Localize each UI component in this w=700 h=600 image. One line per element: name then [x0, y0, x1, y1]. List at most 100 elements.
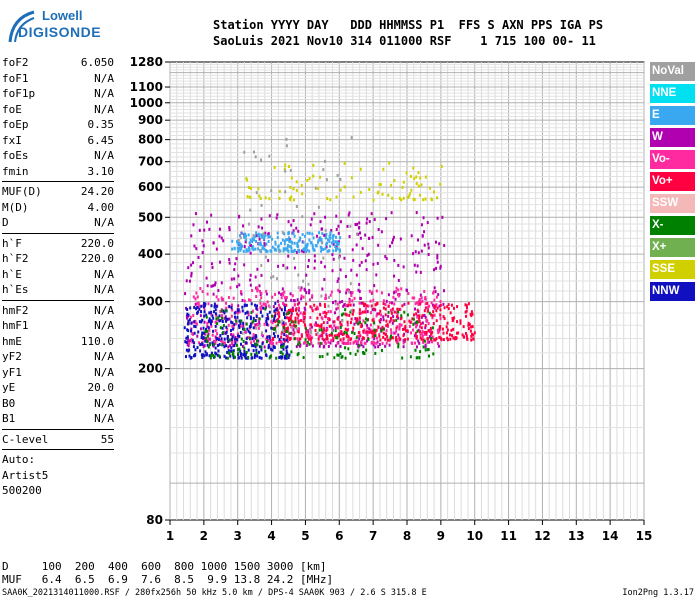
echo-point — [206, 329, 209, 333]
echo-point — [285, 238, 288, 242]
echo-point — [217, 315, 220, 319]
echo-point — [395, 286, 398, 290]
echo-point — [220, 236, 223, 240]
echo-point — [271, 295, 274, 299]
echo-point — [289, 245, 292, 249]
echo-point — [422, 338, 425, 342]
echo-point — [314, 321, 317, 325]
echo-point — [213, 342, 216, 346]
echo-point — [297, 244, 300, 248]
echo-point — [332, 320, 335, 324]
param-label: yE — [2, 381, 16, 394]
echo-point — [427, 246, 430, 250]
echo-point — [191, 332, 194, 336]
echo-point — [241, 331, 244, 335]
echo-point — [396, 307, 399, 311]
footer-muf-line: MUF 6.4 6.5 6.9 7.6 8.5 9.9 13.8 24.2 [M… — [2, 573, 334, 586]
echo-point — [440, 337, 443, 341]
echo-point — [341, 332, 344, 336]
echo-point — [294, 318, 297, 322]
echo-point — [231, 321, 234, 325]
echo-point — [271, 326, 274, 330]
echo-point — [252, 150, 255, 154]
echo-point — [314, 244, 317, 248]
echo-point — [215, 317, 218, 321]
echo-point — [358, 221, 361, 225]
echo-point — [319, 303, 322, 307]
echo-point — [293, 331, 296, 335]
echo-point — [302, 279, 305, 283]
param-value: N/A — [94, 412, 114, 425]
echo-point — [307, 330, 310, 334]
echo-point — [238, 334, 241, 338]
echo-point — [238, 234, 241, 238]
echo-point — [295, 226, 298, 230]
echo-point — [382, 315, 385, 319]
echo-point — [278, 315, 281, 319]
echo-point — [396, 293, 399, 297]
echo-point — [219, 310, 222, 314]
echo-point — [356, 232, 359, 236]
echo-point — [409, 355, 412, 359]
echo-point — [249, 278, 252, 282]
echo-point — [268, 214, 271, 218]
param-row: foF1 N/A — [2, 71, 114, 87]
echo-point — [325, 178, 328, 182]
echo-point — [196, 334, 199, 338]
echo-point — [325, 311, 328, 315]
echo-point — [420, 296, 423, 300]
echo-point — [214, 320, 217, 324]
echo-point — [284, 322, 287, 326]
echo-point — [224, 315, 227, 319]
echo-point — [270, 341, 273, 345]
echo-point — [345, 288, 348, 292]
echo-point — [382, 299, 385, 303]
echo-point — [418, 316, 421, 320]
echo-point — [228, 228, 231, 232]
echo-point — [249, 324, 252, 328]
echo-point — [227, 345, 230, 349]
echo-point — [362, 319, 365, 323]
echo-point — [203, 320, 206, 324]
echo-point — [359, 167, 362, 171]
echo-point — [218, 314, 221, 318]
echo-point — [205, 352, 208, 356]
echo-point — [249, 208, 252, 212]
echo-point — [300, 319, 303, 323]
echo-point — [221, 340, 224, 344]
echo-point — [188, 318, 191, 322]
echo-point — [255, 315, 258, 319]
echo-point — [285, 327, 288, 331]
echo-point — [248, 241, 251, 245]
echo-point — [436, 260, 439, 264]
echo-point — [365, 221, 368, 225]
echo-point — [252, 316, 255, 320]
echo-point — [322, 168, 325, 172]
echo-point — [194, 212, 197, 216]
echo-point — [450, 303, 453, 307]
echo-point — [313, 212, 316, 216]
echo-point — [385, 217, 388, 221]
param-row: hmE 110.0 — [2, 334, 114, 350]
echo-point — [296, 312, 299, 316]
echo-point — [243, 263, 246, 267]
echo-point — [373, 341, 376, 345]
param-value: N/A — [94, 102, 114, 116]
echo-point — [267, 346, 270, 350]
echo-point — [446, 321, 449, 325]
param-value: N/A — [94, 149, 114, 162]
echo-point — [433, 305, 436, 309]
echo-point — [366, 339, 369, 343]
echo-point — [292, 328, 295, 332]
echo-point — [366, 217, 369, 221]
echo-point — [245, 350, 248, 354]
echo-point — [432, 352, 435, 356]
echo-point — [193, 305, 196, 309]
echo-point — [413, 334, 416, 338]
echo-point — [439, 317, 442, 321]
echo-point — [330, 324, 333, 328]
echo-point — [232, 344, 235, 348]
echo-point — [202, 302, 205, 306]
echo-point — [285, 356, 288, 360]
echo-point — [285, 137, 288, 141]
